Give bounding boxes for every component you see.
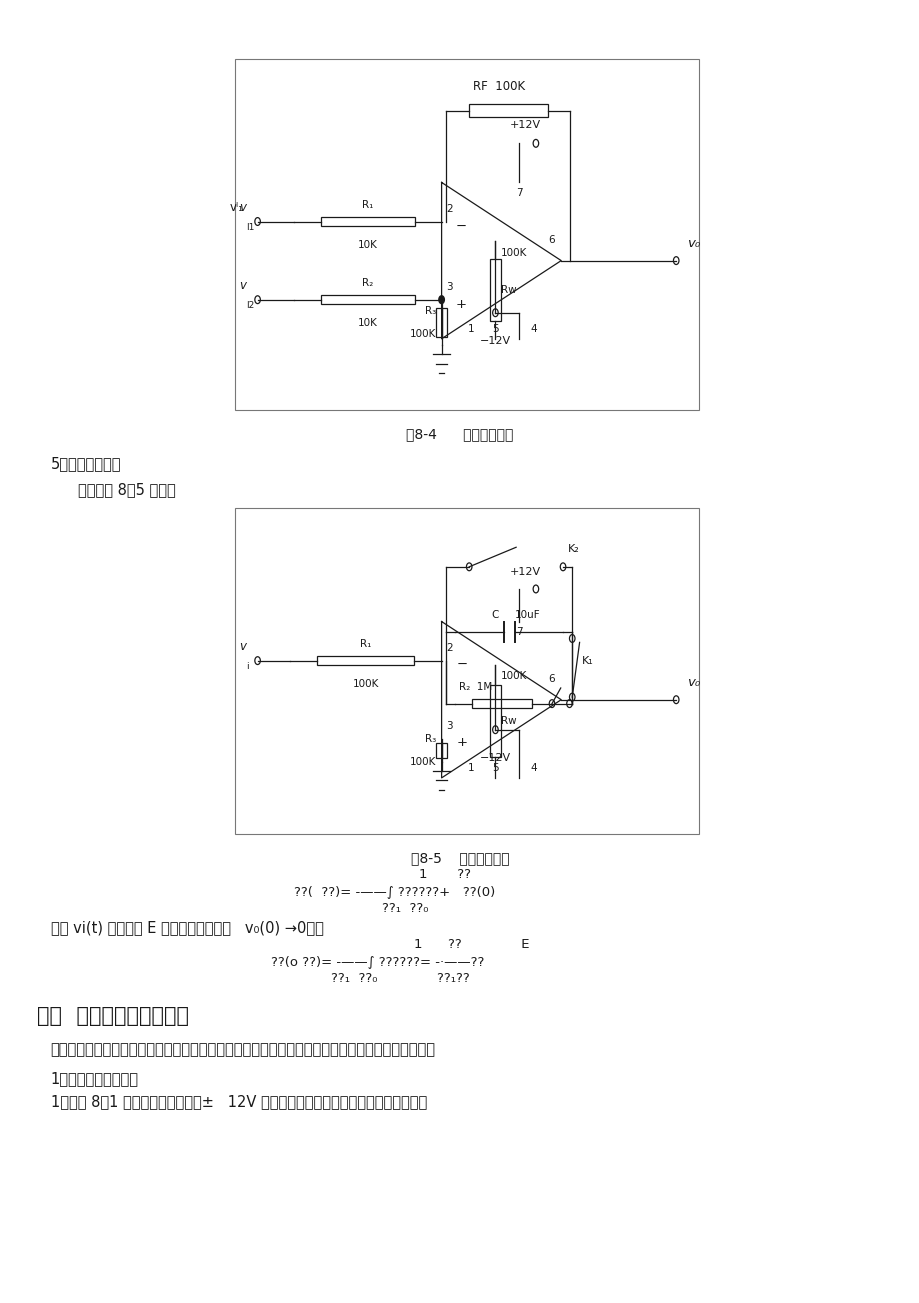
Bar (471, 700, 532, 709)
Text: 如果 vi(t) 是幅值为 E 的阶跃电压，并设   v₀(0) →0，则: 如果 vi(t) 是幅值为 E 的阶跃电压，并设 v₀(0) →0，则 (51, 920, 323, 936)
Text: 1）按图 8－1 连接实验电路，接通±   12V 电源，输入端对地短路，进行调零和消振。: 1）按图 8－1 连接实验电路，接通± 12V 电源，输入端对地短路，进行调零和… (51, 1095, 426, 1110)
Bar (234, 508, 698, 834)
Text: R₂  1M: R₂ 1M (459, 681, 492, 692)
Text: 1: 1 (468, 323, 474, 334)
Text: v: v (239, 279, 246, 292)
Text: 4: 4 (530, 762, 537, 773)
Text: 10K: 10K (357, 318, 378, 328)
Text: C: C (491, 610, 499, 620)
Text: −12V: −12V (480, 753, 510, 764)
Text: 5: 5 (492, 323, 498, 334)
Text: 5: 5 (492, 762, 498, 773)
Text: Rw: Rw (501, 717, 516, 726)
Bar (321, 216, 414, 225)
Text: 4: 4 (530, 323, 537, 334)
Text: 5、积分运算电路: 5、积分运算电路 (51, 456, 121, 472)
Text: +: + (455, 298, 466, 311)
Bar (317, 657, 414, 665)
Bar (321, 294, 414, 304)
Text: v: v (239, 640, 246, 653)
Text: v₀: v₀ (686, 676, 699, 689)
Text: 100K: 100K (409, 328, 436, 339)
Text: 100K: 100K (409, 757, 436, 767)
Text: 6: 6 (548, 674, 555, 684)
Text: ??₁  ??₀: ??₁ ??₀ (381, 902, 428, 915)
Text: R₂: R₂ (362, 278, 373, 288)
Text: R₁: R₁ (362, 199, 373, 210)
Text: 7: 7 (516, 627, 522, 637)
Text: 图8-5    积分运算电路: 图8-5 积分运算电路 (410, 851, 509, 865)
Text: +12V: +12V (509, 120, 540, 130)
Text: ??(  ??)= -——∫ ??????+   ??(0): ??( ??)= -——∫ ??????+ ??(0) (294, 885, 495, 898)
Text: 电路如图 8－5 所示。: 电路如图 8－5 所示。 (78, 482, 176, 498)
Text: 100K: 100K (501, 671, 527, 681)
Text: ??₁  ??₀              ??₁??: ??₁ ??₀ ??₁?? (331, 972, 470, 985)
Text: 1       ??: 1 ?? (418, 868, 471, 881)
Text: vᴵ₁: vᴵ₁ (230, 201, 244, 214)
Text: +12V: +12V (509, 567, 540, 577)
Text: 100K: 100K (352, 679, 379, 689)
Text: 7: 7 (516, 188, 522, 198)
Text: 2: 2 (446, 642, 452, 653)
Text: I1: I1 (245, 223, 254, 232)
Bar (436, 308, 447, 337)
Text: R₃: R₃ (425, 306, 436, 315)
Bar (436, 743, 447, 758)
Text: 100K: 100K (501, 248, 527, 258)
Text: v₀: v₀ (686, 237, 699, 250)
Text: 1: 1 (468, 762, 474, 773)
Text: +: + (456, 736, 467, 749)
Text: 实验前要看清运放组件各管脚的位置；切忌正负电源极性接反和输出端短路，否则将会损坏集成块。: 实验前要看清运放组件各管脚的位置；切忌正负电源极性接反和输出端短路，否则将会损坏… (51, 1042, 435, 1058)
Text: 四、  实验内容及实验步骤: 四、 实验内容及实验步骤 (37, 1006, 188, 1025)
Text: v: v (239, 201, 246, 214)
Bar (490, 685, 501, 757)
Circle shape (438, 296, 444, 304)
Text: −12V: −12V (480, 336, 510, 347)
Text: 10K: 10K (357, 240, 378, 250)
Text: K₂: K₂ (567, 543, 579, 554)
Text: 2: 2 (446, 203, 452, 214)
Text: −: − (455, 220, 466, 233)
Text: R₃: R₃ (425, 734, 436, 744)
Text: I2: I2 (245, 301, 254, 310)
Text: 1      ??              E: 1 ?? E (414, 938, 529, 951)
Text: 3: 3 (446, 721, 452, 731)
Bar (468, 104, 548, 117)
Text: K₁: K₁ (581, 657, 593, 666)
Text: ??(o ??)= -——∫ ??????= -·——??: ??(o ??)= -——∫ ??????= -·——?? (271, 955, 484, 968)
Text: Rw: Rw (501, 285, 516, 294)
Text: 10uF: 10uF (515, 610, 539, 620)
Text: 1、反相比例运算电路: 1、反相比例运算电路 (51, 1071, 139, 1087)
Text: −: − (456, 658, 467, 671)
Bar (234, 59, 698, 410)
Text: RF  100K: RF 100K (472, 79, 525, 93)
Text: 3: 3 (446, 281, 452, 292)
Text: 6: 6 (548, 235, 555, 245)
Text: R₁: R₁ (359, 638, 371, 649)
Bar (490, 258, 501, 321)
Text: 图8-4      减法运算电路: 图8-4 减法运算电路 (406, 427, 513, 442)
Text: i: i (245, 662, 248, 671)
